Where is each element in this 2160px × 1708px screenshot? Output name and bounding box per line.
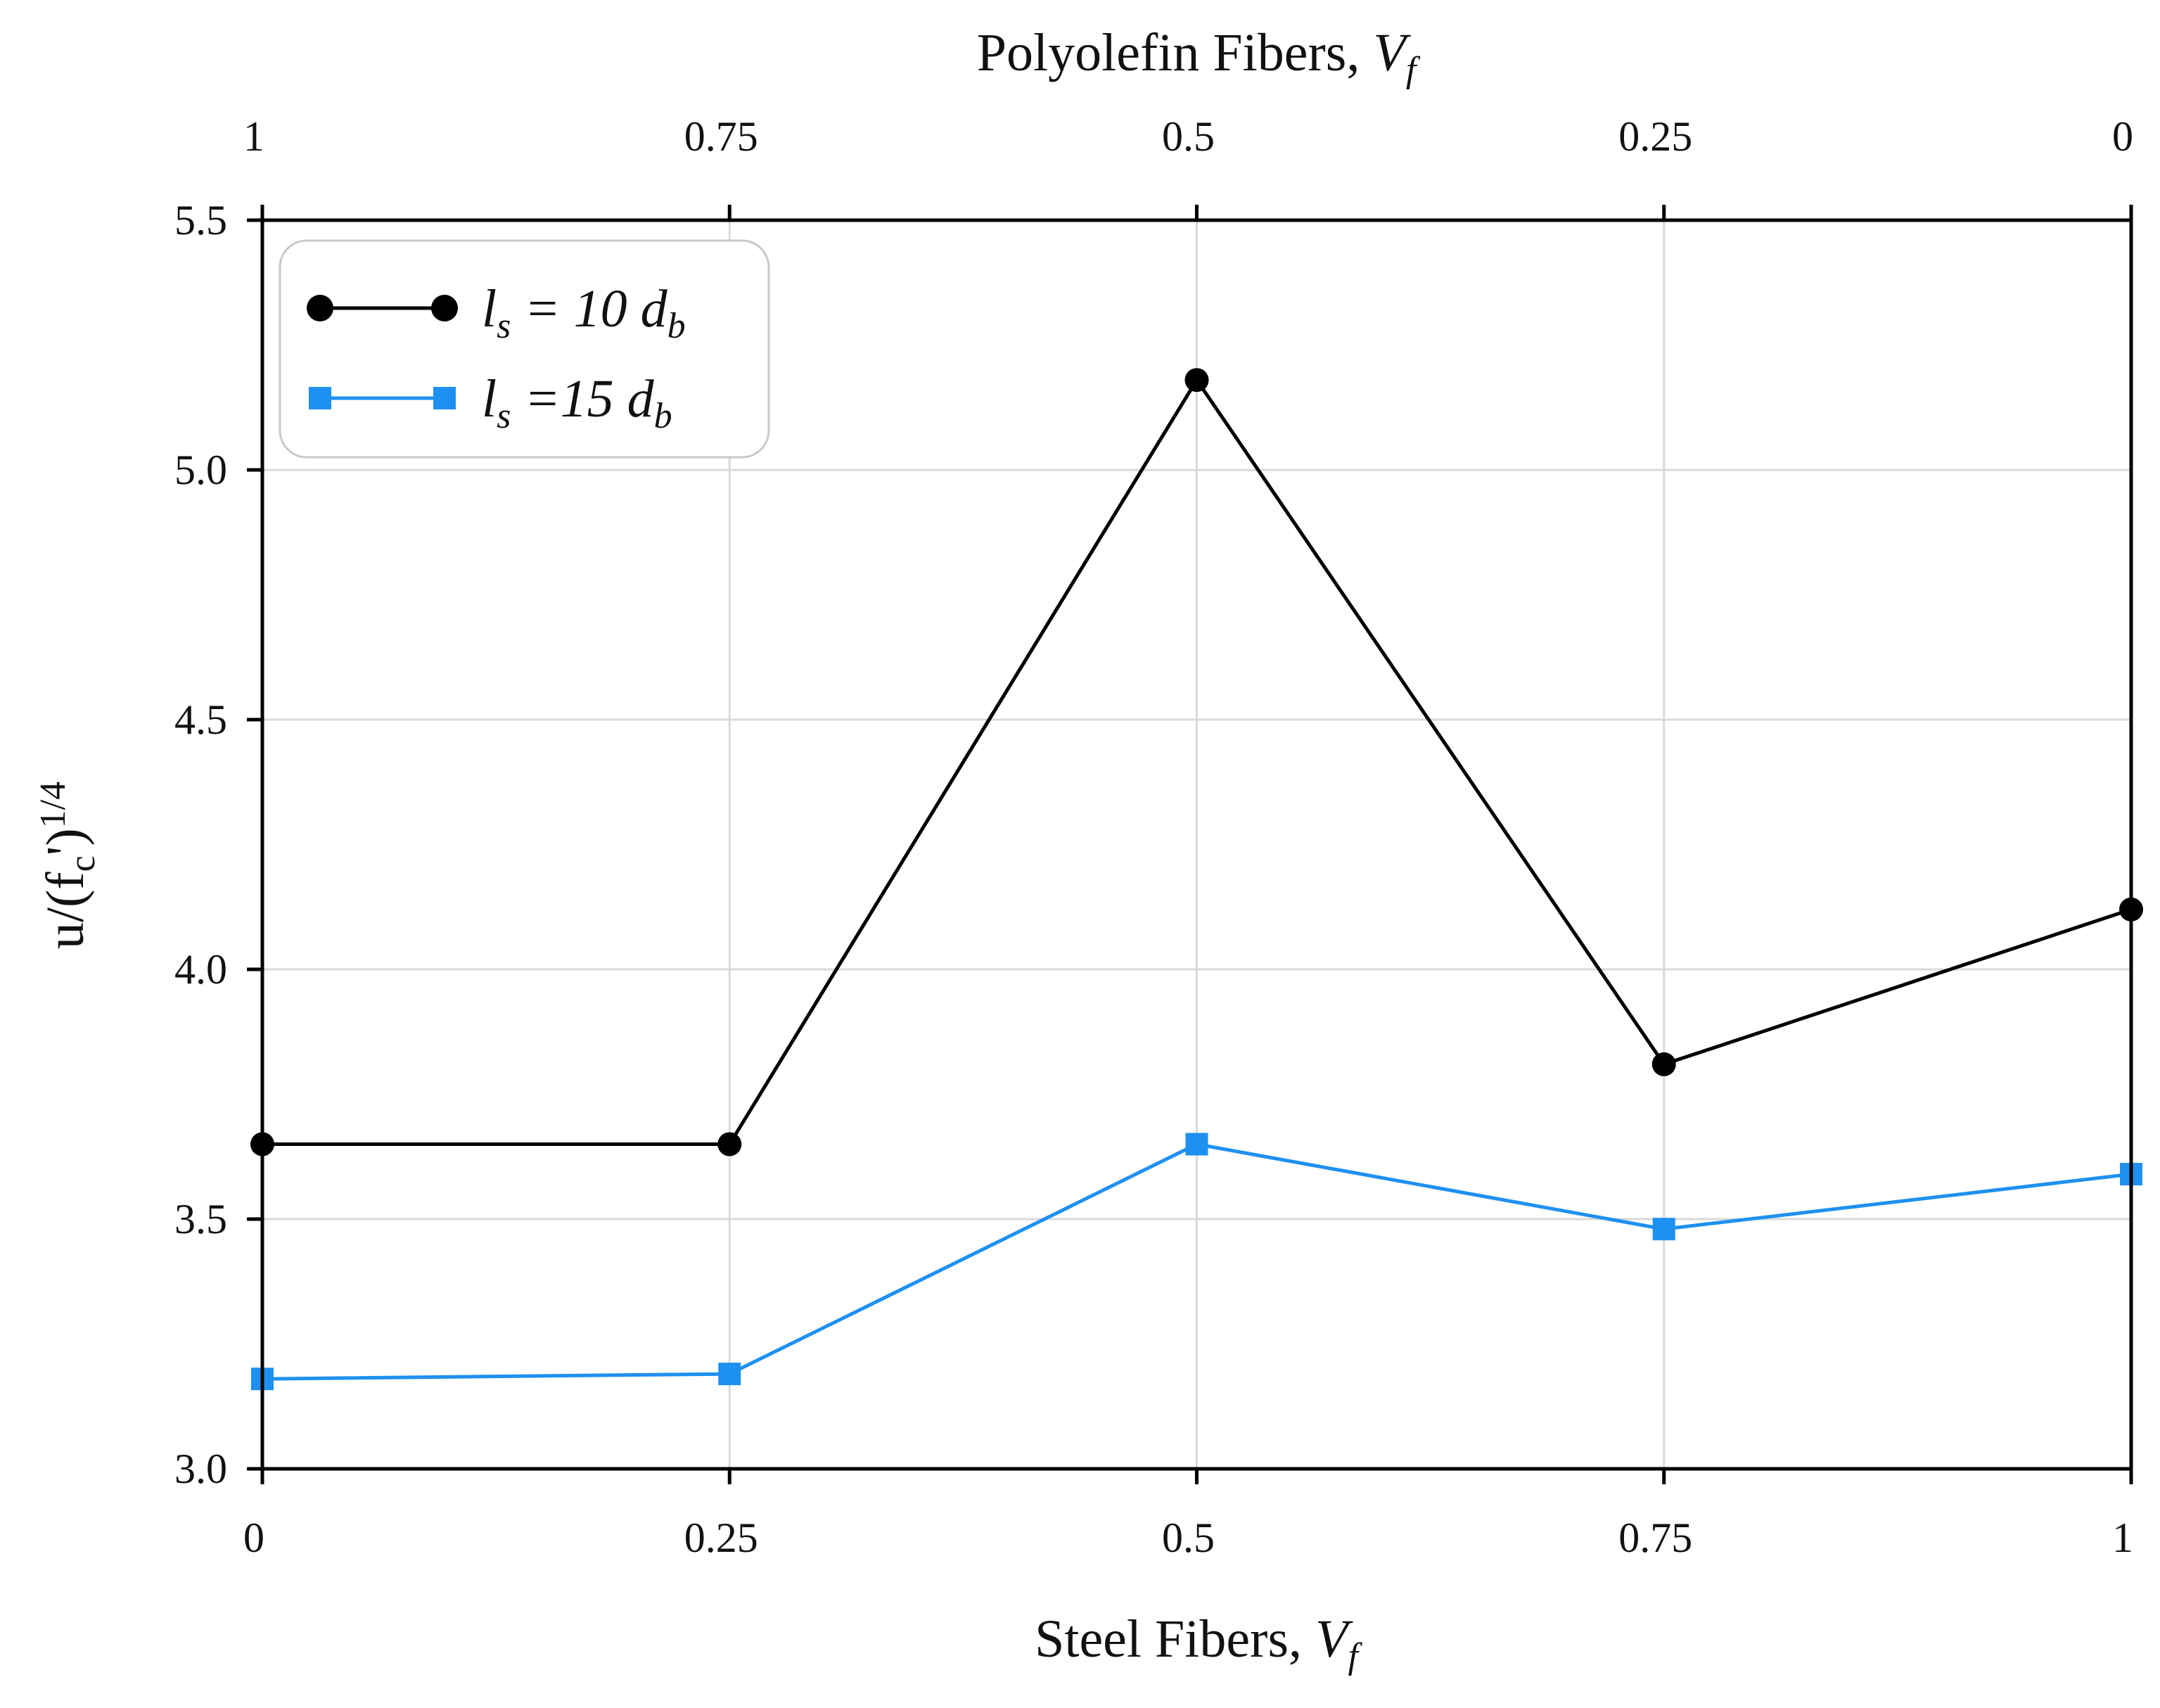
y-tick-label: 5.5 — [174, 197, 227, 243]
series-2-point — [718, 1363, 741, 1386]
x-tick-label: 0.5 — [1162, 1515, 1215, 1561]
top-axis-title: Polyolefin Fibers, Vf — [977, 23, 1421, 90]
x2-tick-label: 0.5 — [1162, 113, 1215, 160]
y-axis-title: u/(fc')1/4 — [33, 782, 103, 949]
x-tick-label: 0.25 — [684, 1515, 758, 1561]
x-tick-label: 0.75 — [1618, 1515, 1692, 1561]
y-tick-label: 4.5 — [174, 696, 227, 743]
series-1-point — [1184, 368, 1209, 393]
bottom-axis-title: Steel Fibers, Vf — [1035, 1610, 1362, 1676]
legend-label-1: ls = 10 db — [482, 279, 686, 346]
legend-label-2: ls =15 db — [482, 369, 672, 436]
series-2-point — [1185, 1133, 1208, 1156]
legend-marker-2 — [309, 387, 331, 409]
x-tick-label: 1 — [2112, 1515, 2133, 1561]
legend-marker-1 — [307, 295, 333, 321]
series-1-point — [1651, 1052, 1676, 1076]
x-tick-label: 0 — [243, 1515, 264, 1561]
series-2-point — [1652, 1218, 1675, 1241]
x2-tick-label: 0.25 — [1618, 113, 1692, 160]
x2-tick-label: 1 — [243, 113, 264, 160]
legend-marker-1 — [431, 295, 458, 321]
legend: ls = 10 db ls =15 db — [279, 239, 770, 459]
y-tick-label: 3.5 — [174, 1196, 227, 1242]
x2-tick-label: 0 — [2112, 113, 2133, 160]
x2-tick-label: 0.75 — [684, 113, 758, 160]
axis-ticks — [247, 205, 2133, 1484]
y-tick-label: 4.0 — [174, 946, 227, 993]
legend-marker-2 — [433, 387, 456, 409]
legend-box — [279, 239, 770, 459]
y-tick-label: 5.0 — [174, 447, 227, 493]
y-tick-label: 3.0 — [174, 1446, 227, 1492]
series-1-point — [717, 1132, 742, 1156]
